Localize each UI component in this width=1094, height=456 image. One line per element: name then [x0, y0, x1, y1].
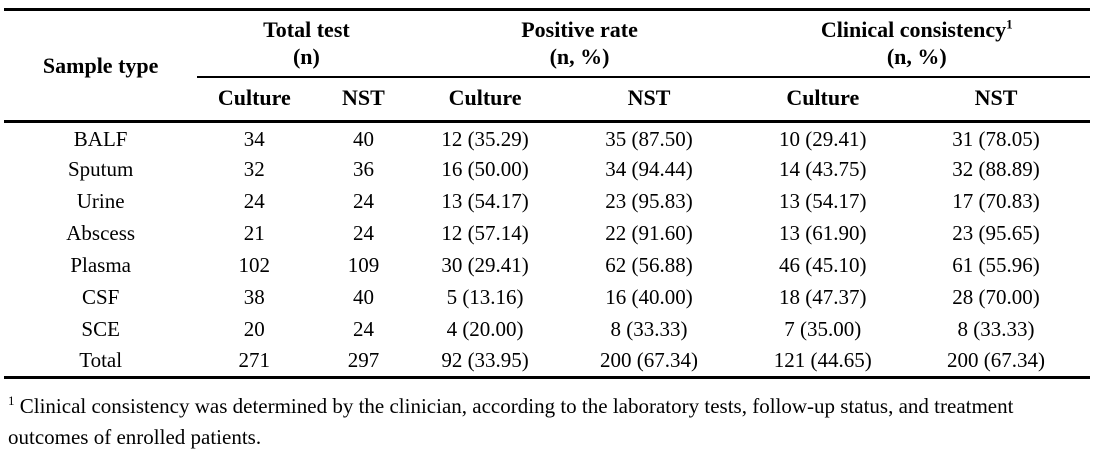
- value-cell: 17 (70.83): [952, 189, 1040, 213]
- value-cell: 109: [347, 253, 380, 277]
- value-cell: 7 (35.00): [784, 317, 862, 341]
- value-cell: 31 (78.05): [952, 126, 1040, 151]
- group-title: Positive rate: [416, 16, 744, 43]
- value-cell: 24: [352, 317, 374, 341]
- value-cell: 35 (87.50): [605, 126, 693, 151]
- value-cell: 34: [243, 126, 265, 151]
- footnote: 1 Clinical consistency was determined by…: [8, 391, 1074, 453]
- sample-type-cell: Total: [79, 348, 123, 373]
- group-superscript: 1: [1006, 16, 1013, 32]
- value-cell: 21: [243, 221, 265, 245]
- value-cell: 5 (13.16): [446, 285, 524, 309]
- group-title-text: Positive rate: [521, 17, 638, 42]
- group-title-text: Total test: [263, 17, 350, 42]
- group-subtitle: (n, %): [549, 44, 610, 69]
- value-cell: 16 (40.00): [605, 285, 693, 309]
- sample-type-cell: SCE: [81, 317, 120, 341]
- sample-results-table: Sample type Total test (n) Positive rate…: [4, 8, 1090, 379]
- table-row-csf: CSF 38 40 5 (13.16) 16 (40.00) 18 (47.37…: [4, 282, 1090, 314]
- footnote-text: Clinical consistency was determined by t…: [8, 394, 1014, 449]
- group-title-text: Clinical consistency: [820, 17, 1007, 42]
- value-cell: 16 (50.00): [441, 157, 529, 181]
- sample-type-cell: Urine: [76, 189, 125, 213]
- value-cell: 61 (55.96): [952, 253, 1040, 277]
- value-cell: 38: [243, 285, 265, 309]
- table-row-plasma: Plasma 102 109 30 (29.41) 62 (56.88) 46 …: [4, 250, 1090, 282]
- table-row-total: Total 271 297 92 (33.95) 200 (67.34) 121…: [4, 346, 1090, 378]
- col-header-nst-consistency: NST: [902, 77, 1090, 123]
- value-cell: 10 (29.41): [779, 126, 867, 151]
- value-cell: 14 (43.75): [779, 157, 867, 181]
- value-cell: 13 (61.90): [779, 221, 867, 245]
- col-header-culture-total: Culture: [197, 77, 312, 123]
- footnote-superscript: 1: [8, 393, 15, 408]
- value-cell: 13 (54.17): [779, 189, 867, 213]
- value-cell: 40: [352, 126, 374, 151]
- value-cell: 32: [243, 157, 265, 181]
- value-cell: 30 (29.41): [441, 253, 529, 277]
- table-row-sce: SCE 20 24 4 (20.00) 8 (33.33) 7 (35.00) …: [4, 314, 1090, 346]
- col-header-nst-total: NST: [311, 77, 416, 123]
- value-cell: 121 (44.65): [773, 348, 872, 373]
- value-cell: 12 (35.29): [441, 126, 529, 151]
- group-header-row: Sample type Total test (n) Positive rate…: [4, 9, 1090, 123]
- value-cell: 23 (95.83): [605, 189, 693, 213]
- value-cell: 8 (33.33): [610, 317, 688, 341]
- group-title: Clinical consistency1: [744, 16, 1090, 43]
- table-row-abscess: Abscess 21 24 12 (57.14) 22 (91.60) 13 (…: [4, 218, 1090, 250]
- col-group-clinical-consistency: Clinical consistency1 (n, %): [743, 9, 1090, 78]
- table-row-balf: BALF 34 40 12 (35.29) 35 (87.50) 10 (29.…: [4, 122, 1090, 154]
- value-cell: 40: [352, 285, 374, 309]
- col-header-sample-type: Sample type: [4, 9, 198, 123]
- value-cell: 13 (54.17): [441, 189, 529, 213]
- value-cell: 28 (70.00): [952, 285, 1040, 309]
- value-cell: 32 (88.89): [952, 157, 1040, 181]
- value-cell: 297: [347, 348, 380, 373]
- col-group-positive-rate: Positive rate (n, %): [415, 9, 744, 78]
- col-header-nst-positive: NST: [554, 77, 744, 123]
- value-cell: 24: [352, 221, 374, 245]
- sample-type-cell: Plasma: [70, 253, 131, 277]
- value-cell: 20: [243, 317, 265, 341]
- value-cell: 200 (67.34): [947, 348, 1046, 373]
- value-cell: 36: [352, 157, 374, 181]
- value-cell: 271: [238, 348, 271, 373]
- col-group-total-test: Total test (n): [197, 9, 416, 78]
- value-cell: 46 (45.10): [779, 253, 867, 277]
- group-title: Total test: [197, 16, 415, 43]
- sample-type-cell: CSF: [81, 285, 120, 309]
- value-cell: 24: [243, 189, 265, 213]
- col-header-culture-positive: Culture: [415, 77, 555, 123]
- group-subtitle: (n, %): [886, 44, 947, 69]
- value-cell: 200 (67.34): [600, 348, 699, 373]
- value-cell: 24: [352, 189, 374, 213]
- table-row-urine: Urine 24 24 13 (54.17) 23 (95.83) 13 (54…: [4, 186, 1090, 218]
- value-cell: 92 (33.95): [441, 348, 529, 373]
- sample-type-cell: Abscess: [66, 221, 136, 245]
- subheader-row: Culture NST Culture NST Culture NST: [4, 77, 1090, 123]
- value-cell: 8 (33.33): [957, 317, 1035, 341]
- group-subtitle: (n): [292, 44, 320, 69]
- sample-type-cell: Sputum: [67, 157, 134, 181]
- value-cell: 18 (47.37): [779, 285, 867, 309]
- col-header-culture-consistency: Culture: [743, 77, 903, 123]
- value-cell: 62 (56.88): [605, 253, 693, 277]
- value-cell: 12 (57.14): [441, 221, 529, 245]
- value-cell: 102: [238, 253, 271, 277]
- value-cell: 34 (94.44): [605, 157, 693, 181]
- value-cell: 4 (20.00): [446, 317, 524, 341]
- value-cell: 22 (91.60): [605, 221, 693, 245]
- sample-type-cell: BALF: [73, 126, 128, 151]
- value-cell: 23 (95.65): [952, 221, 1040, 245]
- table-row-sputum: Sputum 32 36 16 (50.00) 34 (94.44) 14 (4…: [4, 154, 1090, 186]
